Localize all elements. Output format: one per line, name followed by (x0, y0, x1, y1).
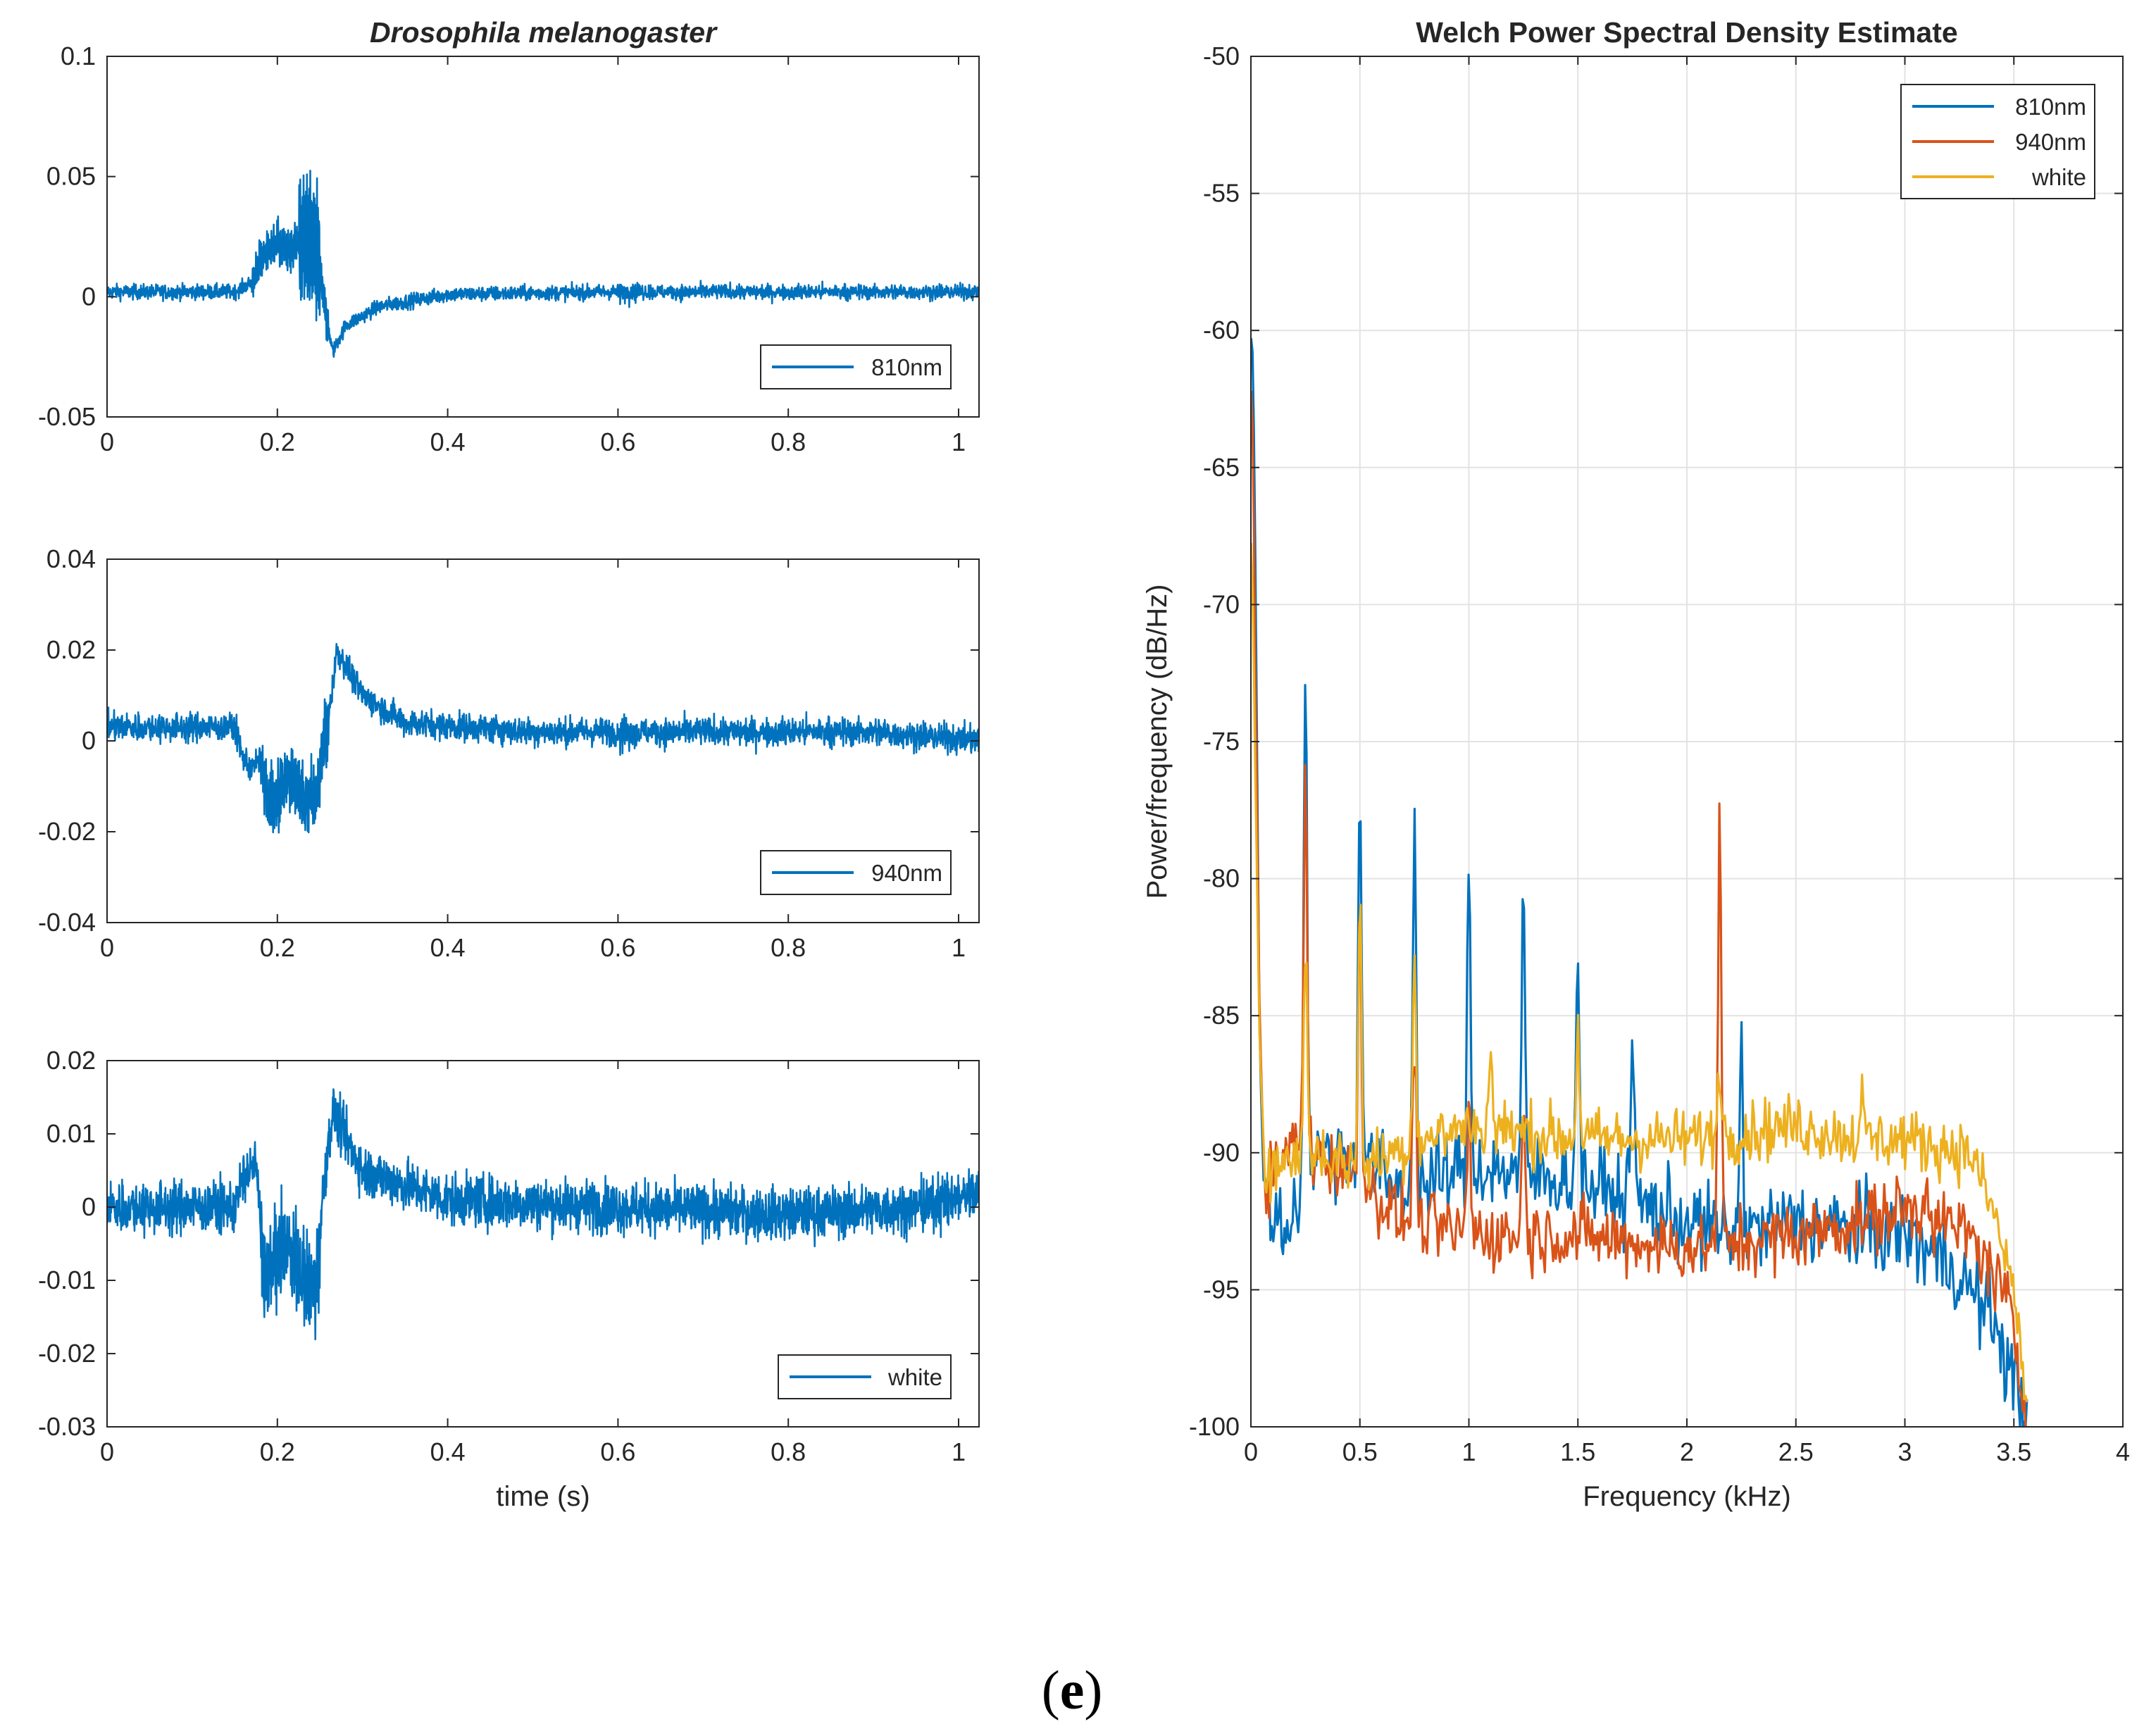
chart-tswhite: 0 0.2 0.4 0.6 0.8 1 -0.03 -0.02 -0.01 0 0.01 0.02 ti… (38, 1046, 980, 1512)
y-tick-label: -70 (1203, 589, 1240, 618)
chart-title: Welch Power Spectral Density Estimate (1416, 16, 1957, 49)
x-tick-label: 0.5 (1342, 1437, 1378, 1466)
x-tick-label: 2 (1680, 1437, 1694, 1466)
y-tick-label: 0.02 (46, 1046, 96, 1075)
chart-ts940: 0 0.2 0.4 0.6 0.8 1 -0.04 -0.02 0 0.02 0.04 940nm (38, 544, 980, 962)
y-tick-label: 0.01 (46, 1119, 96, 1148)
y-tick-label: 0.02 (46, 635, 96, 664)
x-tick-label: 0.2 (260, 933, 295, 962)
x-tick-label: 0 (100, 1437, 114, 1466)
y-tick-label: -0.02 (38, 817, 96, 846)
y-tick-label: -75 (1203, 727, 1240, 756)
y-tick-label: 0.1 (61, 42, 96, 70)
x-tick-label: 0.6 (600, 427, 635, 456)
x-tick-label: 0 (100, 933, 114, 962)
x-axis-label: time (s) (496, 1481, 590, 1512)
y-tick-label: -100 (1189, 1412, 1240, 1441)
series-line-810nm (107, 170, 979, 358)
y-tick-label: 0 (82, 282, 96, 311)
x-tick-label: 1 (952, 427, 966, 456)
x-tick-label: 0.8 (771, 933, 806, 962)
y-tick-label: -95 (1203, 1275, 1240, 1304)
legend-entry-810nm: 810nm (2015, 94, 2086, 120)
y-tick-label: 0.04 (46, 544, 96, 573)
x-tick-label: 2.5 (1778, 1437, 1814, 1466)
y-tick-label: 0.05 (46, 162, 96, 191)
y-tick-label: -0.01 (38, 1266, 96, 1294)
y-tick-label: -0.05 (38, 402, 96, 431)
y-tick-label: 0 (82, 1192, 96, 1221)
series-line-white (107, 1088, 979, 1341)
series-line-940nm (1251, 390, 2027, 1427)
x-tick-label: 1 (1461, 1437, 1476, 1466)
x-tick-label: 0.2 (260, 1437, 295, 1466)
x-tick-label: 0.6 (600, 933, 635, 962)
legend: 940nm (760, 850, 952, 895)
x-tick-label: 0.8 (771, 1437, 806, 1466)
y-tick-label: -60 (1203, 316, 1240, 344)
x-tick-label: 0.4 (430, 1437, 466, 1466)
x-tick-label: 0.4 (430, 933, 466, 962)
legend-entry-white: white (2031, 164, 2086, 190)
x-axis-label: Frequency (kHz) (1583, 1481, 1791, 1512)
axes-box (106, 56, 980, 418)
x-tick-label: 1 (952, 933, 966, 962)
x-tick-label: 0 (100, 427, 114, 456)
y-tick-label: -0.03 (38, 1412, 96, 1441)
y-tick-label: -65 (1203, 453, 1240, 482)
legend-entry-810nm: 810nm (871, 354, 942, 380)
legend: white (778, 1354, 952, 1399)
y-tick-label: -0.04 (38, 908, 96, 937)
x-tick-label: 0.4 (430, 427, 466, 456)
chart-psd: 0 0.5 1 1.5 2 2.5 3 3.5 4 -100 -95 -90 -85 -80 -75 -70 -… (1142, 16, 2130, 1512)
x-tick-label: 0 (1244, 1437, 1258, 1466)
panel-label: (e) (1041, 1659, 1103, 1721)
legend-entry-white: white (887, 1364, 942, 1390)
legend-entry-940nm: 940nm (871, 860, 942, 886)
y-axis-label: Power/frequency (dB/Hz) (1142, 585, 1173, 899)
y-tick-label: -0.02 (38, 1339, 96, 1368)
axes-box (106, 1060, 980, 1428)
legend: 810nm (760, 344, 952, 389)
x-tick-label: 3 (1897, 1437, 1912, 1466)
legend-entry-940nm: 940nm (2015, 129, 2086, 155)
y-tick-label: -80 (1203, 864, 1240, 893)
x-tick-label: 0.2 (260, 427, 295, 456)
y-tick-label: 0 (82, 726, 96, 755)
legend: 810nm 940nm white (1900, 84, 2095, 199)
x-tick-label: 3.5 (1996, 1437, 2031, 1466)
y-tick-label: -50 (1203, 42, 1240, 70)
chart-title: Drosophila melanogaster (370, 16, 718, 49)
x-tick-label: 0.6 (600, 1437, 635, 1466)
series-line-940nm (107, 642, 979, 834)
y-tick-label: -85 (1203, 1001, 1240, 1030)
x-tick-label: 1 (952, 1437, 966, 1466)
series-line-white (1251, 542, 2028, 1403)
x-tick-label: 1.5 (1560, 1437, 1595, 1466)
x-tick-label: 0.8 (771, 427, 806, 456)
x-tick-label: 4 (2116, 1437, 2130, 1466)
y-tick-label: -90 (1203, 1138, 1240, 1167)
y-tick-label: -55 (1203, 179, 1240, 208)
